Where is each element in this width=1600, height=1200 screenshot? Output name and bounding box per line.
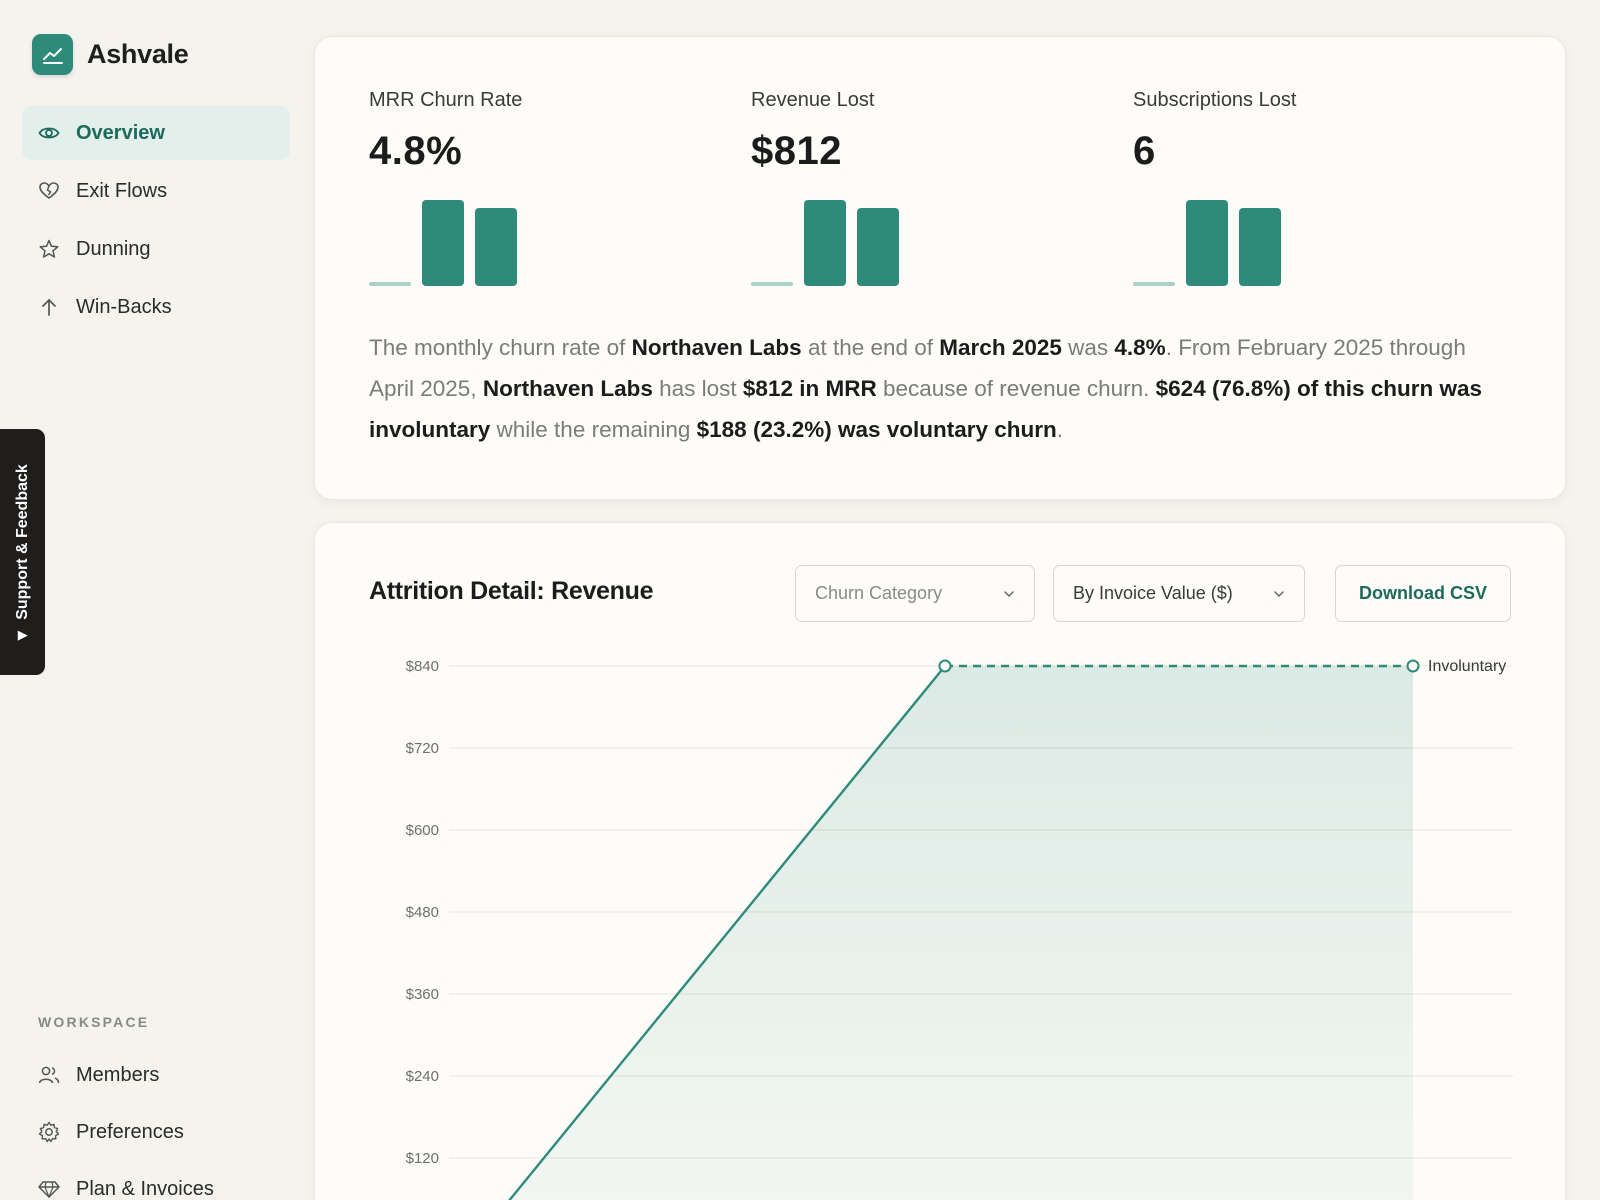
- diamond-icon: [38, 1178, 60, 1200]
- workspace-heading: WORKSPACE: [38, 1014, 150, 1030]
- users-icon: [38, 1064, 60, 1086]
- y-tick-label: $600: [406, 822, 439, 839]
- y-tick-label: $480: [406, 904, 439, 921]
- summary-card: MRR Churn Rate 4.8% Revenue Lost $812 Su…: [314, 36, 1566, 500]
- metric-value: $812: [751, 129, 842, 173]
- eye-icon: [38, 122, 60, 144]
- y-tick-label: $720: [406, 740, 439, 757]
- download-csv-button[interactable]: Download CSV: [1335, 565, 1511, 622]
- sparkline-bar: [422, 200, 464, 286]
- workspace-nav: Members Preferences Plan & Invoices: [22, 1048, 290, 1200]
- caret-icon: ▶: [17, 626, 28, 642]
- data-point: [938, 659, 952, 673]
- y-tick-label: $360: [406, 986, 439, 1003]
- metric-sparkline: [751, 200, 899, 286]
- series-line-involuntary: [508, 665, 946, 1200]
- metric-mrr-churn-rate: MRR Churn Rate 4.8%: [369, 89, 749, 174]
- arrow-up-icon: [38, 296, 60, 318]
- sidebar-item-preferences[interactable]: Preferences: [22, 1105, 290, 1159]
- brand[interactable]: Ashvale: [32, 34, 189, 75]
- attrition-detail-card: Attrition Detail: Revenue Churn Category…: [314, 522, 1566, 1200]
- sidebar-item-plan-invoices[interactable]: Plan & Invoices: [22, 1162, 290, 1200]
- sidebar: Ashvale Overview Exit Flows Dunning Win-…: [0, 0, 300, 1200]
- sparkline-bar: [751, 282, 793, 286]
- y-tick-label: $120: [406, 1150, 439, 1167]
- sparkline-bar: [1186, 200, 1228, 286]
- metric-value: 4.8%: [369, 129, 463, 173]
- sidebar-item-label: Members: [76, 1063, 160, 1086]
- select-placeholder: Churn Category: [815, 583, 943, 603]
- metric-label: MRR Churn Rate: [369, 89, 523, 111]
- heart-broken-icon: [38, 180, 60, 202]
- metric-subscriptions-lost: Subscriptions Lost 6: [1133, 89, 1513, 174]
- brand-name: Ashvale: [87, 39, 189, 69]
- area-fill: [509, 666, 1413, 1200]
- metric-label: Revenue Lost: [751, 89, 875, 111]
- main-nav: Overview Exit Flows Dunning Win-Backs: [22, 106, 290, 338]
- invoice-value-select[interactable]: By Invoice Value ($): [1053, 565, 1305, 622]
- sidebar-item-dunning[interactable]: Dunning: [22, 222, 290, 276]
- trend-chart-icon: [32, 34, 73, 75]
- metric-sparkline: [1133, 200, 1281, 286]
- support-feedback-tab[interactable]: ▶ Support & Feedback: [0, 429, 45, 675]
- sidebar-item-label: Plan & Invoices: [76, 1177, 214, 1200]
- sparkline-bar: [857, 208, 899, 286]
- section-title: Attrition Detail: Revenue: [369, 577, 654, 605]
- sparkline-bar: [369, 282, 411, 286]
- attrition-area-chart: $840 $720 $600 $480 $360 $240 $120 Involuntary: [406, 658, 1513, 1200]
- series-label-involuntary: Involuntary: [1428, 658, 1506, 675]
- churn-category-select[interactable]: Churn Category: [795, 565, 1035, 622]
- sidebar-item-label: Overview: [76, 121, 165, 144]
- sparkline-bar: [804, 200, 846, 286]
- support-feedback-label: Support & Feedback: [13, 464, 31, 620]
- select-value: By Invoice Value ($): [1073, 583, 1233, 603]
- sidebar-item-label: Preferences: [76, 1120, 184, 1143]
- churn-summary-text: The monthly churn rate of Northaven Labs…: [369, 335, 1483, 442]
- sidebar-item-exit-flows[interactable]: Exit Flows: [22, 164, 290, 218]
- data-point: [1406, 659, 1420, 673]
- sidebar-item-overview[interactable]: Overview: [22, 106, 290, 160]
- sidebar-item-label: Exit Flows: [76, 179, 168, 202]
- star-icon: [38, 238, 60, 260]
- chevron-down-icon: [1272, 585, 1286, 606]
- sparkline-bar: [1239, 208, 1281, 286]
- sparkline-bar: [1133, 282, 1175, 286]
- y-tick-label: $840: [406, 658, 439, 675]
- metric-sparkline: [369, 200, 517, 286]
- y-tick-label: $240: [406, 1068, 439, 1085]
- metric-label: Subscriptions Lost: [1133, 89, 1297, 111]
- sidebar-item-label: Dunning: [76, 237, 151, 260]
- sidebar-item-label: Win-Backs: [76, 295, 172, 318]
- sidebar-item-win-backs[interactable]: Win-Backs: [22, 280, 290, 334]
- sidebar-item-members[interactable]: Members: [22, 1048, 290, 1102]
- sparkline-bar: [475, 208, 517, 286]
- gear-icon: [38, 1121, 60, 1143]
- metric-revenue-lost: Revenue Lost $812: [751, 89, 1131, 174]
- chevron-down-icon: [1002, 585, 1016, 606]
- metric-value: 6: [1133, 129, 1156, 173]
